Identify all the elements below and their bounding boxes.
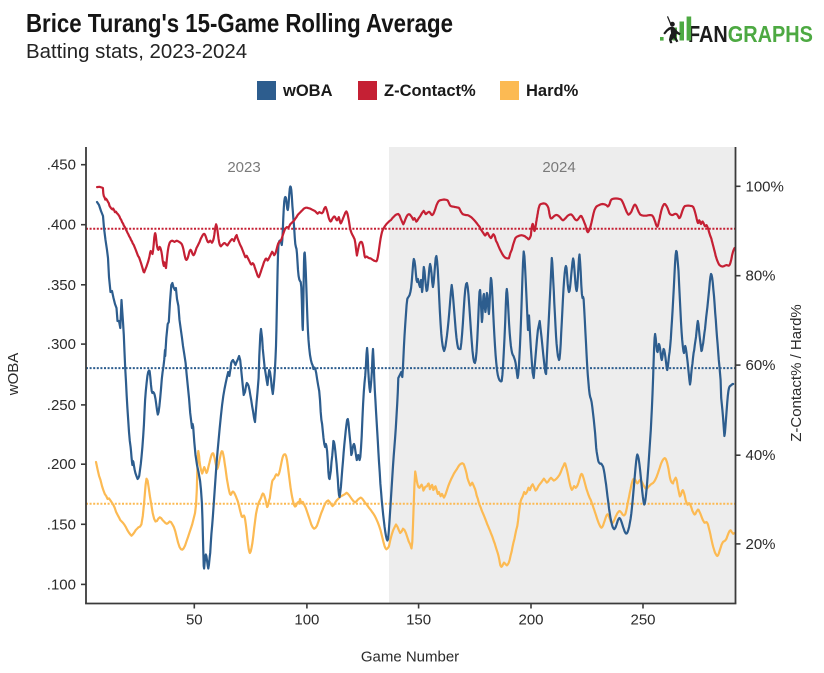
svg-text:.150: .150 xyxy=(47,516,76,533)
svg-text:.450: .450 xyxy=(47,157,76,174)
svg-text:200: 200 xyxy=(518,612,543,629)
svg-text:2024: 2024 xyxy=(542,159,575,176)
svg-text:250: 250 xyxy=(630,612,655,629)
svg-text:.250: .250 xyxy=(47,397,76,414)
svg-text:wOBA: wOBA xyxy=(5,353,22,397)
svg-text:100: 100 xyxy=(294,612,319,629)
svg-text:60%: 60% xyxy=(746,357,776,374)
svg-text:20%: 20% xyxy=(746,536,776,553)
svg-text:50: 50 xyxy=(186,612,203,629)
svg-text:.350: .350 xyxy=(47,277,76,294)
svg-text:40%: 40% xyxy=(746,447,776,464)
svg-text:.200: .200 xyxy=(47,456,76,473)
svg-text:80%: 80% xyxy=(746,268,776,285)
svg-text:150: 150 xyxy=(406,612,431,629)
svg-text:.300: .300 xyxy=(47,336,76,353)
svg-text:Z-Contact% / Hard%: Z-Contact% / Hard% xyxy=(788,304,805,442)
svg-text:.100: .100 xyxy=(47,576,76,593)
svg-text:Game Number: Game Number xyxy=(361,649,459,666)
svg-text:2023: 2023 xyxy=(227,159,260,176)
svg-text:100%: 100% xyxy=(746,178,784,195)
svg-text:.400: .400 xyxy=(47,217,76,234)
